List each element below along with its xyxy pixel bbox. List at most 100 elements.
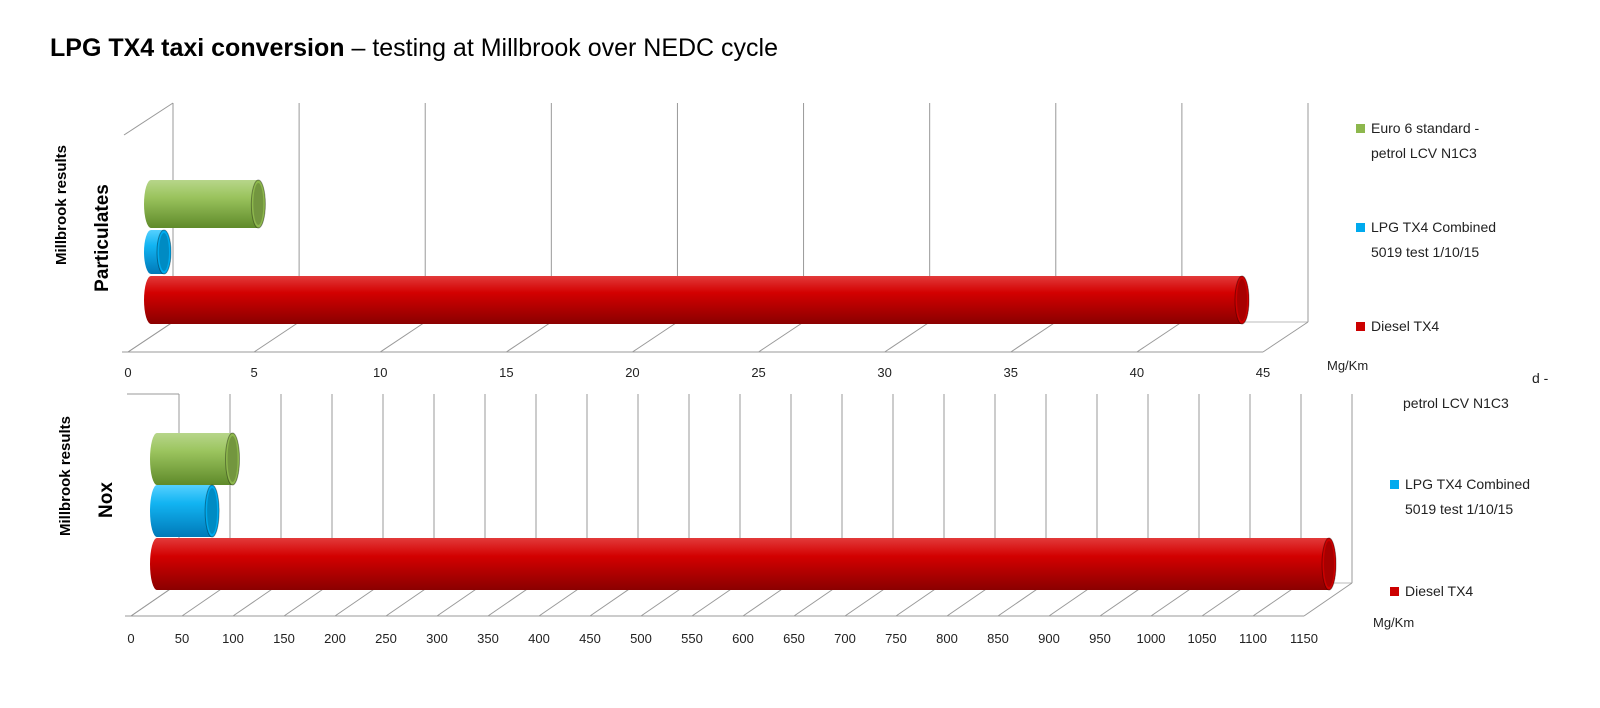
category-label: Particulates	[92, 184, 113, 292]
floor-gridline	[1010, 321, 1057, 353]
bar-euro6	[144, 179, 266, 229]
x-tick-label: 35	[1004, 365, 1018, 380]
x-tick-label: 0	[124, 365, 131, 380]
legend-text: petrol LCV N1C3	[1403, 395, 1509, 411]
legend-item-diesel-tx4: Diesel TX4	[1356, 318, 1439, 334]
x-tick-label: 40	[1130, 365, 1144, 380]
x-tick-label: 1000	[1137, 631, 1166, 646]
unit-label: Mg/Km	[1327, 358, 1368, 373]
legend-text: LPG TX4 Combined	[1405, 476, 1530, 492]
legend-text: Euro 6 standard -	[1371, 120, 1480, 136]
bar-cap-shade	[159, 233, 169, 271]
bar-body	[144, 276, 1249, 324]
category-label: Nox	[96, 482, 117, 518]
x-tick-label: 25	[751, 365, 765, 380]
x-tick-label: 700	[834, 631, 856, 646]
floor-gridline	[632, 321, 678, 353]
legend-swatch	[1356, 124, 1365, 133]
x-tick-label: 750	[885, 631, 907, 646]
bar-diesel-tx4	[144, 275, 1250, 325]
x-tick-label: 600	[732, 631, 754, 646]
legend-text: 5019 test 1/10/15	[1405, 501, 1513, 517]
x-tick-label: 200	[324, 631, 346, 646]
x-tick-label: 100	[222, 631, 244, 646]
bar-cap-shade	[1237, 279, 1247, 321]
bar-body	[150, 485, 220, 537]
legend-text: d -	[1532, 370, 1549, 386]
bar-cap	[250, 179, 266, 229]
bar-cap-shade	[1324, 541, 1334, 587]
x-tick-label: 950	[1089, 631, 1111, 646]
bar-cap	[1321, 537, 1337, 591]
floor-gridline	[884, 321, 930, 353]
legend-swatch	[1390, 587, 1399, 596]
x-tick-label: 150	[273, 631, 295, 646]
bar-lpg-tx4	[144, 229, 172, 275]
title-rest: – testing at Millbrook over NEDC cycle	[344, 34, 779, 62]
x-tick-label: 10	[373, 365, 387, 380]
legend-swatch	[1356, 223, 1365, 232]
x-tick-label: 250	[375, 631, 397, 646]
legend-item-euro6: d - petrol LCV N1C3	[1403, 370, 1549, 411]
x-tick-label: 300	[426, 631, 448, 646]
bar-body	[150, 433, 240, 485]
floor-gridline	[758, 321, 804, 353]
bar-body	[150, 538, 1336, 590]
legend-item-diesel-tx4: Diesel TX4	[1390, 583, 1473, 599]
x-tick-label: 800	[936, 631, 958, 646]
x-tick-label: 1100	[1239, 631, 1267, 646]
x-tick-label: 1050	[1188, 631, 1217, 646]
side-wall-top-edge	[123, 102, 174, 136]
x-tick-label: 650	[783, 631, 805, 646]
bar-body	[144, 180, 266, 228]
bar-euro6	[150, 432, 240, 486]
x-tick-label: 30	[877, 365, 891, 380]
x-tick-label: 550	[681, 631, 703, 646]
x-tick-label: 15	[499, 365, 513, 380]
legend-item-lpg-tx4: LPG TX4 Combined 5019 test 1/10/15	[1356, 219, 1496, 260]
bar-cap	[1234, 275, 1250, 325]
x-tick-label: 20	[625, 365, 639, 380]
bar-cap-shade	[253, 183, 264, 225]
x-tick-label: 900	[1038, 631, 1060, 646]
floor-gridline	[127, 321, 174, 353]
nox-chart: 0 50 100 150 200 250 300 350 400 450 500 550 600 650 7…	[57, 370, 1549, 646]
x-tick-label: 5	[250, 365, 257, 380]
x-tick-label: 500	[630, 631, 652, 646]
bar-cap-shade	[207, 488, 218, 534]
bar-cap	[225, 432, 240, 486]
legend-item-lpg-tx4: LPG TX4 Combined 5019 test 1/10/15	[1390, 476, 1530, 517]
title-bold: LPG TX4 taxi conversion	[50, 34, 345, 62]
slide-title: LPG TX4 taxi conversion – testing at Mil…	[50, 34, 778, 63]
x-tick-label: 350	[477, 631, 499, 646]
floor-gridline	[506, 321, 552, 353]
x-tick-label: 450	[579, 631, 601, 646]
x-tick-label: 50	[175, 631, 189, 646]
legend-swatch	[1390, 480, 1399, 489]
x-tick-label: 400	[528, 631, 550, 646]
legend-text: petrol LCV N1C3	[1371, 145, 1477, 161]
legend-swatch	[1356, 322, 1365, 331]
bar-cap-shade	[227, 436, 238, 482]
legend-text: Diesel TX4	[1405, 583, 1473, 599]
legend-text: 5019 test 1/10/15	[1371, 244, 1479, 260]
particulates-chart: 0 5 10 15 20 25 30 35 40 45 Mg/Km Euro 6 standard -…	[53, 102, 1496, 380]
x-tick-label: 850	[987, 631, 1009, 646]
bar-lpg-tx4	[150, 484, 220, 538]
bar-cap	[156, 229, 172, 275]
bar-diesel-tx4	[150, 537, 1337, 591]
legend-text: Diesel TX4	[1371, 318, 1439, 334]
legend-item-euro6: Euro 6 standard - petrol LCV N1C3	[1356, 120, 1480, 161]
floor-gridline	[253, 321, 300, 353]
y-axis-title: Millbrook results	[57, 416, 74, 536]
floor-gridline	[1262, 321, 1309, 353]
floor-gridline	[1303, 582, 1353, 617]
bar-cap	[204, 484, 220, 538]
legend-text: LPG TX4 Combined	[1371, 219, 1496, 235]
x-tick-label: 0	[127, 631, 134, 646]
unit-label: Mg/Km	[1373, 615, 1414, 630]
floor-gridline	[1136, 321, 1183, 353]
floor-gridline	[379, 321, 426, 353]
y-axis-title: Millbrook results	[53, 145, 70, 265]
